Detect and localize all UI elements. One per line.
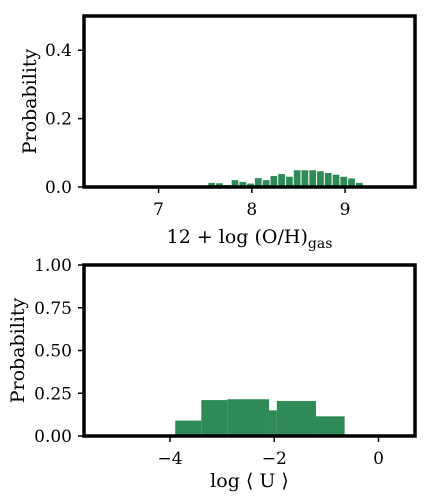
y-tick-label: 0.00 bbox=[34, 427, 72, 447]
histogram-bar-19 bbox=[348, 178, 355, 187]
histogram-bar-9 bbox=[270, 176, 278, 187]
histogram-bar-3 bbox=[269, 410, 277, 436]
histogram-bar-5 bbox=[315, 416, 345, 436]
histogram-bar-14 bbox=[309, 170, 317, 187]
x-tick-label: −4 bbox=[157, 449, 182, 469]
metallicity-x-axis-label: 12 + log (O/H)gas bbox=[167, 226, 333, 252]
histogram-bar-1 bbox=[208, 182, 216, 187]
x-tick-label: 0 bbox=[373, 449, 384, 469]
histogram-bar-15 bbox=[317, 171, 324, 187]
histogram-bar-12 bbox=[293, 170, 301, 187]
metallicity-ticks: 7 8 9 0.0 0.2 0.4 bbox=[45, 41, 351, 220]
histogram-bar-4 bbox=[276, 400, 316, 436]
ionization-histogram-panel: −4 −2 0 0.00 0.25 0.50 0.75 1.00 Probability lo… bbox=[7, 256, 417, 492]
ionization-plot-frame bbox=[82, 263, 417, 438]
y-tick-label: 0.2 bbox=[45, 110, 72, 130]
ionization-bars bbox=[175, 399, 345, 436]
histogram-bar-7 bbox=[254, 178, 262, 187]
histogram-bar-11 bbox=[286, 176, 293, 187]
y-tick-label: 0.4 bbox=[45, 41, 72, 61]
histogram-bar-17 bbox=[332, 174, 340, 187]
x-tick-label: 7 bbox=[153, 200, 164, 220]
y-tick-label: 1.00 bbox=[34, 256, 72, 276]
histogram-bar-4 bbox=[231, 180, 239, 187]
metallicity-y-axis-label: Probability bbox=[19, 48, 41, 154]
histogram-bar-10 bbox=[278, 174, 285, 187]
ionization-ticks: −4 −2 0 0.00 0.25 0.50 0.75 1.00 bbox=[34, 256, 384, 469]
y-tick-label: 0.75 bbox=[34, 299, 72, 319]
histogram-bar-18 bbox=[340, 176, 348, 187]
ionization-y-axis-label: Probability bbox=[7, 297, 29, 403]
histogram-bar-2 bbox=[216, 183, 223, 187]
metallicity-plot-frame bbox=[82, 14, 417, 189]
y-tick-label: 0.50 bbox=[34, 342, 72, 362]
histogram-bar-0 bbox=[175, 420, 202, 436]
x-tick-label: 9 bbox=[340, 200, 351, 220]
x-tick-label: −2 bbox=[262, 449, 287, 469]
y-tick-label: 0.0 bbox=[45, 178, 72, 198]
ionization-x-axis-label: log ⟨ U ⟩ bbox=[210, 470, 289, 492]
histogram-bar-16 bbox=[324, 172, 332, 187]
histogram-bar-20 bbox=[355, 182, 363, 187]
histogram-bar-1 bbox=[201, 400, 228, 436]
metallicity-bars bbox=[208, 170, 371, 187]
histogram-bar-13 bbox=[301, 170, 309, 187]
metallicity-histogram-panel: 7 8 9 0.0 0.2 0.4 Probability 12 + log (O/H)g… bbox=[19, 14, 417, 252]
histogram-bar-8 bbox=[262, 180, 270, 187]
histogram-bar-5 bbox=[239, 181, 247, 187]
y-tick-label: 0.25 bbox=[34, 384, 72, 404]
histogram-bar-2 bbox=[227, 399, 270, 436]
x-tick-label: 8 bbox=[246, 200, 257, 220]
